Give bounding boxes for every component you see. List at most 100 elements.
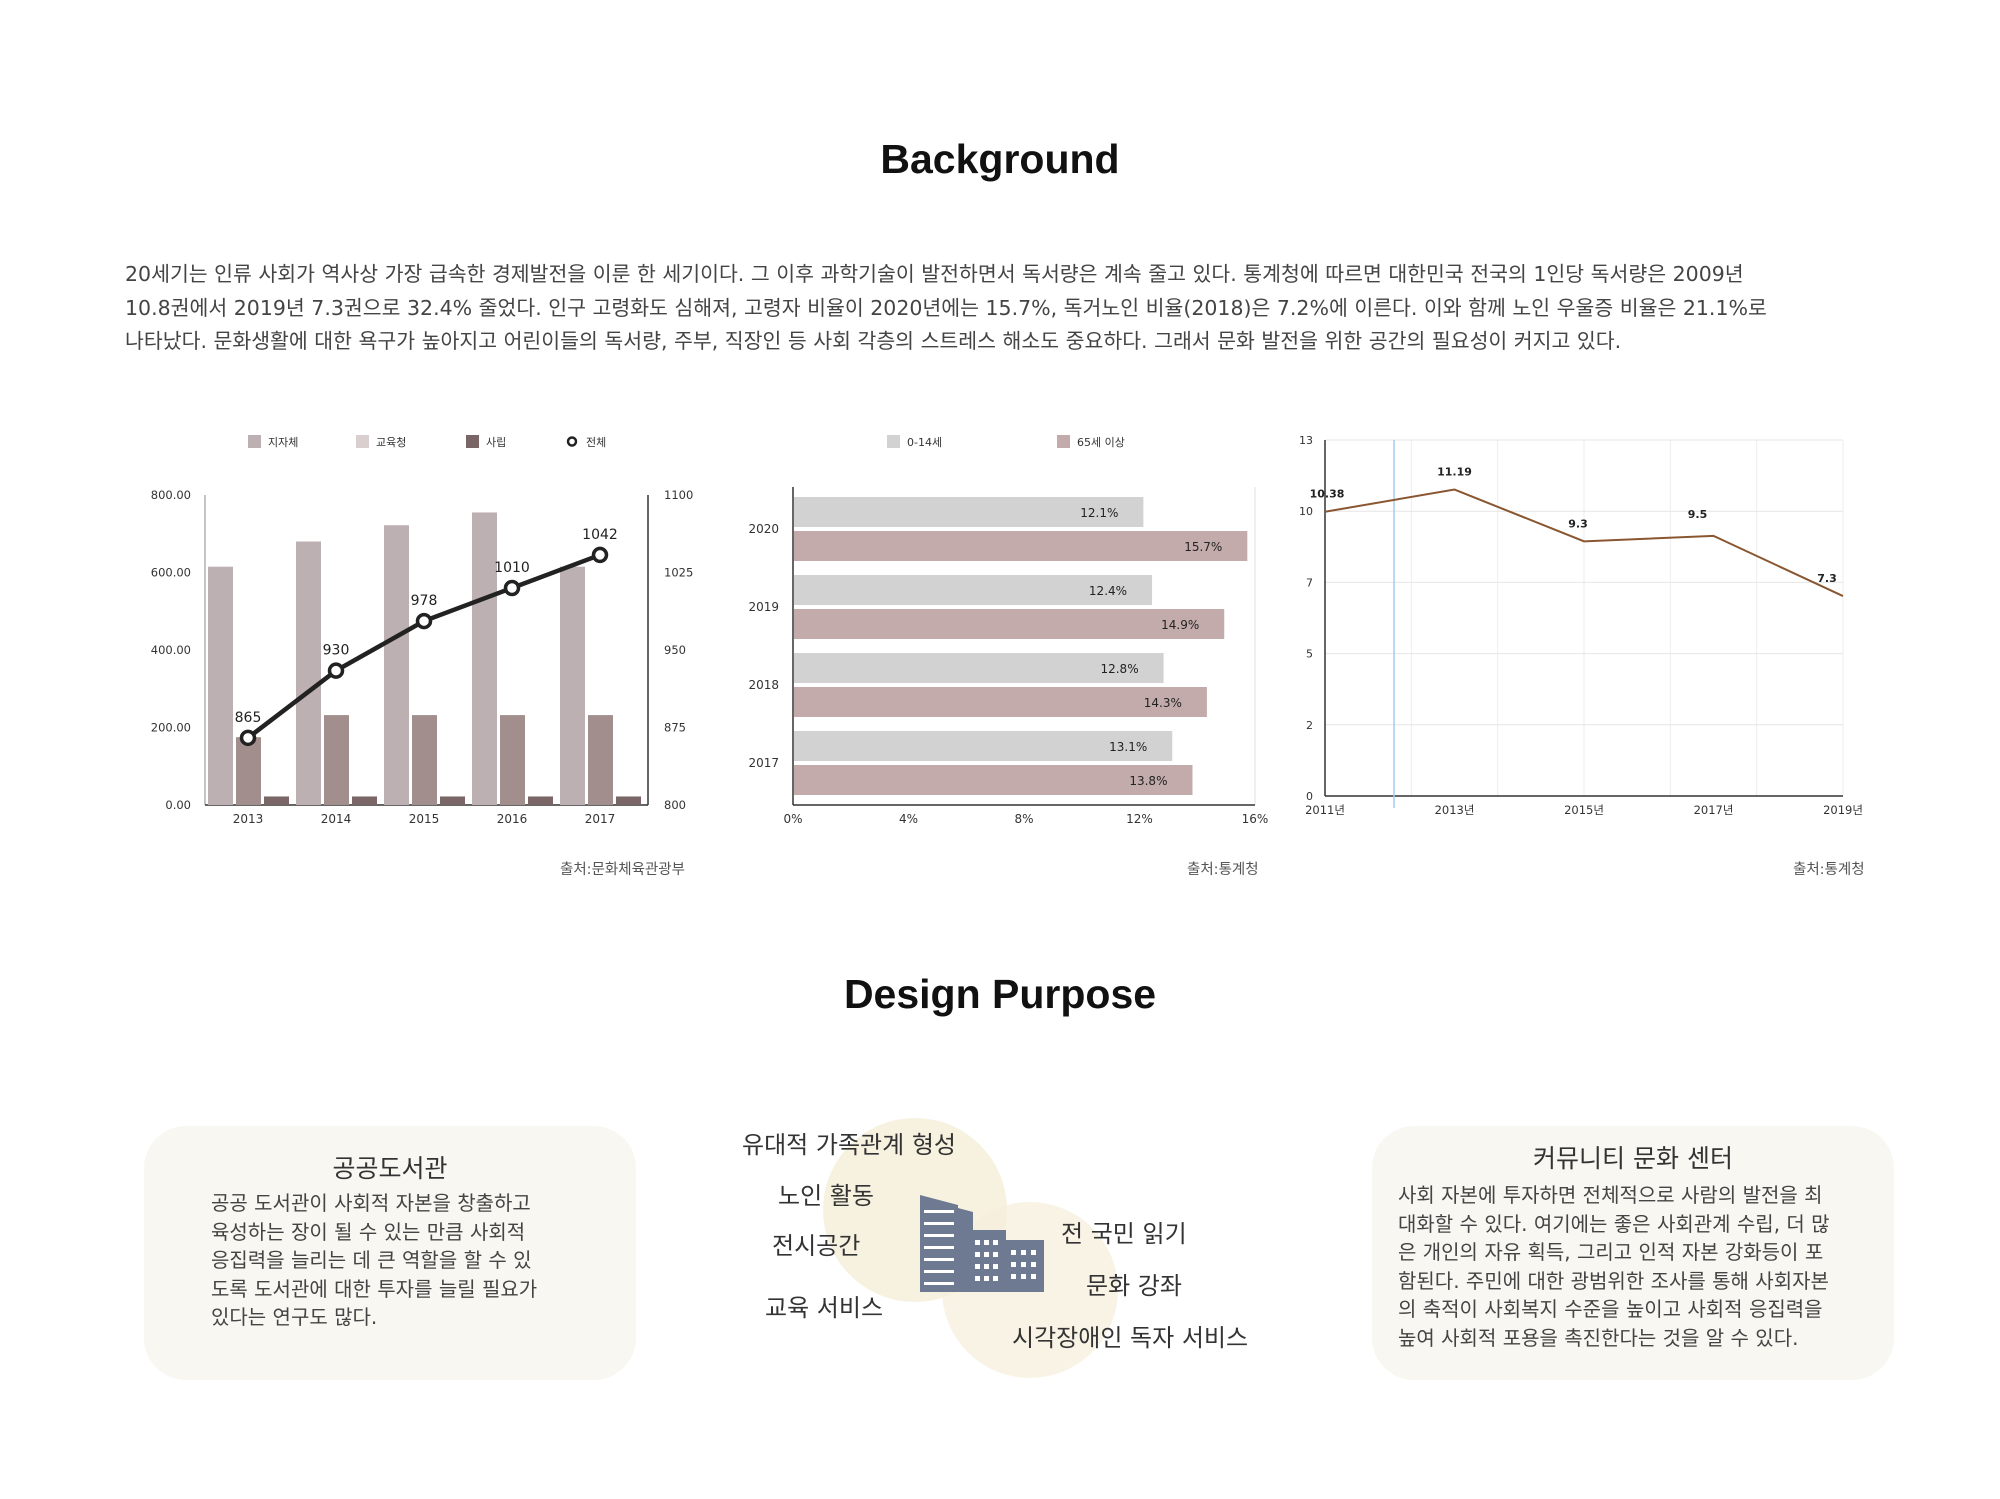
card-body: 공공 도서관이 사회적 자본을 창출하고 육성하는 장이 될 수 있는 만큼 사… [211, 1189, 537, 1332]
bar [352, 796, 377, 805]
y-tick-label: 0.00 [165, 798, 191, 812]
x-tick-label: 2013년 [1435, 803, 1475, 817]
public-library-card: 공공도서관 공공 도서관이 사회적 자본을 창출하고 육성하는 장이 될 수 있… [144, 1126, 636, 1380]
background-title: Background [880, 136, 1120, 182]
design-purpose-title: Design Purpose [843, 971, 1157, 1017]
y-tick-label: 10 [1299, 505, 1313, 518]
x-tick-label: 12% [1126, 812, 1153, 826]
feature-label: 노인 활동 [778, 1182, 874, 1210]
y-tick-label: 2 [1306, 719, 1313, 732]
data-label: 7.3 [1817, 572, 1837, 585]
card-title: 커뮤니티 문화 센터 [1533, 1144, 1733, 1173]
purpose-diagram [823, 1118, 1118, 1378]
bar [794, 653, 1164, 683]
data-label: 978 [411, 593, 438, 609]
y-tick-label: 600.00 [151, 566, 191, 580]
total-point [503, 579, 521, 597]
card-line: 응집력을 늘리는 데 큰 역할을 할 수 있 [211, 1248, 532, 1272]
intro-paragraph: 20세기는 인류 사회가 역사상 가장 급속한 경제발전을 이룬 한 세기이다.… [125, 258, 1885, 359]
bar [324, 715, 349, 805]
data-label: 12.8% [1100, 662, 1138, 676]
card-body: 사회 자본에 투자하면 전체적으로 사람의 발전을 최 대화할 수 있다. 여기… [1398, 1181, 1830, 1352]
card-line: 의 축적이 사회복지 수준을 높이고 사회적 응집력을 [1398, 1297, 1823, 1321]
bar [412, 715, 437, 805]
data-label: 1042 [582, 527, 618, 543]
source-label: 출처:문화체육관광부 [560, 862, 685, 878]
card-line: 있다는 연구도 많다. [211, 1305, 378, 1329]
data-label: 930 [323, 643, 350, 659]
bar [588, 715, 613, 805]
intro-line: 20세기는 인류 사회가 역사상 가장 급속한 경제발전을 이룬 한 세기이다.… [125, 262, 1744, 286]
y-tick-label: 7 [1306, 576, 1313, 589]
source-label: 출처:통계청 [1187, 862, 1259, 878]
feature-label: 유대적 가족관계 형성 [742, 1131, 956, 1159]
reading-volume-chart: 0 2 5 7 10 13 2011년 2013년 2015년 2017년 2019년 10.38 11… [1299, 434, 1863, 817]
legend-label: 전체 [586, 436, 606, 449]
x-tick-label: 2017 [585, 812, 616, 826]
card-line: 높여 사회적 포용을 촉진한다는 것을 알 수 있다. [1398, 1325, 1799, 1350]
data-label: 1010 [494, 560, 530, 576]
legend-label: 65세 이상 [1077, 436, 1125, 449]
legend-swatch [248, 435, 261, 448]
legend-swatch [466, 435, 479, 448]
data-label: 11.19 [1437, 466, 1472, 479]
x-tick-label: 2017년 [1694, 803, 1734, 817]
feature-label: 문화 강좌 [1086, 1272, 1182, 1300]
card-line: 사회 자본에 투자하면 전체적으로 사람의 발전을 최 [1398, 1183, 1823, 1207]
bar [794, 687, 1207, 717]
y-tick-label: 400.00 [151, 643, 191, 657]
x-tick-label: 16% [1242, 812, 1269, 826]
data-label: 12.4% [1089, 584, 1127, 598]
card-line: 은 개인의 자유 획득, 그리고 인적 자본 강화등이 포 [1398, 1240, 1824, 1264]
x-tick-label: 0% [783, 812, 802, 826]
feature-label: 전 국민 읽기 [1061, 1220, 1187, 1248]
y-tick-label: 5 [1306, 648, 1313, 661]
data-label: 13.1% [1109, 740, 1147, 754]
y2-tick-label: 950 [664, 643, 686, 657]
bar [208, 566, 233, 805]
y2-tick-label: 1100 [664, 488, 693, 502]
x-tick-label: 2019년 [1823, 803, 1863, 817]
bar [794, 497, 1144, 527]
total-point [591, 546, 609, 564]
y2-tick-label: 875 [664, 721, 686, 735]
x-tick-label: 2013 [233, 812, 264, 826]
y-tick-label: 13 [1299, 434, 1313, 447]
data-label: 865 [235, 710, 262, 726]
feature-label: 교육 서비스 [765, 1294, 884, 1322]
data-label: 13.8% [1129, 774, 1167, 788]
y-tick-label: 0 [1306, 790, 1313, 803]
card-line: 함된다. 주민에 대한 광범위한 조사를 통해 사회자본 [1398, 1268, 1829, 1293]
series-line [1324, 488, 1844, 597]
intro-line: 나타났다. 문화생활에 대한 욕구가 높아지고 어린이들의 독서량, 주부, 직… [125, 329, 1622, 353]
data-label: 9.3 [1568, 517, 1588, 530]
bar [794, 575, 1153, 605]
age-ratio-chart: 0-14세 65세 이상 0% 4% 8% 12% 16% 2020 12.1% 15.7% 201… [748, 435, 1269, 826]
library-budget-chart: 지자체 교육청 사립 전체 0.00 200.00 400.00 600.00 800.00 80… [151, 435, 693, 826]
legend-label: 교육청 [376, 436, 406, 449]
y2-tick-label: 1025 [664, 566, 693, 580]
bar [384, 525, 409, 805]
data-label: 10.38 [1310, 488, 1345, 501]
legend-swatch [1057, 435, 1070, 448]
intro-line: 10.8권에서 2019년 7.3권으로 32.4% 줄었다. 인구 고령화도 … [125, 295, 1767, 320]
data-label: 12.1% [1080, 506, 1118, 520]
x-tick-label: 2015 [409, 812, 440, 826]
card-line: 육성하는 장이 될 수 있는 만큼 사회적 [211, 1219, 526, 1244]
bar [264, 796, 289, 805]
card-line: 도록 도서관에 대한 투자를 늘릴 필요가 [211, 1276, 538, 1301]
y-tick-label: 2017 [748, 756, 779, 770]
total-point [415, 612, 433, 630]
x-tick-label: 2011년 [1305, 803, 1345, 817]
bar [560, 566, 585, 805]
bar [794, 765, 1193, 795]
y-tick-label: 2020 [748, 522, 779, 536]
x-tick-label: 4% [899, 812, 918, 826]
data-label: 15.7% [1184, 540, 1222, 554]
community-center-card: 커뮤니티 문화 센터 사회 자본에 투자하면 전체적으로 사람의 발전을 최 대… [1372, 1126, 1894, 1380]
total-point [327, 662, 345, 679]
feature-label: 시각장애인 독자 서비스 [1012, 1324, 1249, 1352]
x-tick-label: 2015년 [1564, 803, 1604, 817]
card-line: 대화할 수 있다. 여기에는 좋은 사회관계 수립, 더 많 [1398, 1211, 1830, 1236]
bar [794, 609, 1225, 639]
